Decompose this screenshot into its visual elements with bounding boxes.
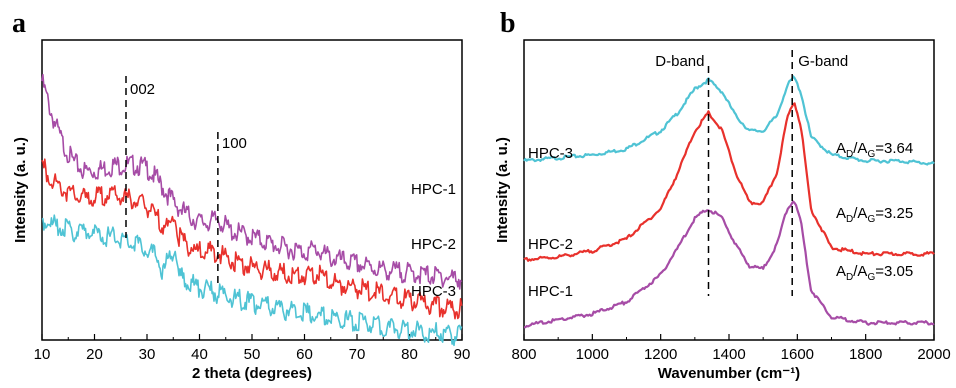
ratio-label-part: =3.64: [875, 140, 913, 157]
y-axis-title-b: Intensity (a. u.): [494, 137, 511, 243]
plot-frame-b: [523, 39, 935, 341]
ratio-label-part: /A: [853, 263, 867, 280]
ratio-label-part: A: [836, 263, 846, 280]
annotation-label-002: 002: [130, 81, 155, 98]
x-tick-label-b: 1400: [712, 346, 745, 363]
x-axis-title-b: Wavenumber (cm⁻¹): [658, 365, 800, 382]
series-line-hpc-3: [41, 214, 463, 347]
x-tick-label-a: 60: [296, 346, 313, 363]
ratio-label-hpc-2: AD/AG=3.25: [836, 205, 913, 225]
x-tick-label-a: 90: [454, 346, 471, 363]
ratio-label-part: =3.25: [875, 205, 913, 222]
ratio-label-part: G: [867, 272, 875, 283]
annotation-label-100: 100: [222, 135, 247, 152]
panel-letter-b: b: [500, 8, 516, 39]
ratio-label-hpc-3: AD/AG=3.64: [836, 140, 913, 160]
y-axis-title-a: Intensity (a. u.): [12, 137, 29, 243]
ratio-label-hpc-1: AD/AG=3.05: [836, 263, 913, 283]
x-tick-label-b: 800: [511, 346, 536, 363]
x-tick-label-b: 1200: [644, 346, 677, 363]
series-label-hpc-3: HPC-3: [528, 145, 573, 162]
x-tick-label-b: 1000: [576, 346, 609, 363]
ratio-label-part: /A: [853, 205, 867, 222]
annotation-label-g-band: G-band: [798, 53, 848, 70]
x-tick-label-b: 2000: [917, 346, 950, 363]
x-tick-label-a: 20: [86, 346, 103, 363]
series-line-hpc-2: [41, 158, 463, 320]
ratio-label-part: /A: [853, 140, 867, 157]
series-line-hpc-3: [523, 75, 935, 166]
ratio-label-part: A: [836, 140, 846, 157]
chart-panel-b: 800 1000 1200 1400 1600 1800 2000 Wavenumber (c…: [494, 39, 951, 382]
series-line-hpc-1: [524, 200, 935, 329]
x-tick-label-a: 10: [34, 346, 51, 363]
x-axis-title-a: 2 theta (degrees): [192, 365, 312, 382]
ratio-label-part: =3.05: [875, 263, 913, 280]
series-label-hpc-1: HPC-1: [528, 283, 573, 300]
x-tick-label-a: 70: [349, 346, 366, 363]
series-label-hpc-3: HPC-3: [411, 283, 456, 300]
ratio-label-part: D: [846, 214, 853, 225]
ratio-label-part: G: [867, 149, 875, 160]
ratio-label-part: G: [867, 214, 875, 225]
x-tick-label-b: 1800: [849, 346, 882, 363]
x-tick-label-b: 1600: [781, 346, 814, 363]
x-tick-label-a: 50: [244, 346, 261, 363]
x-tick-label-a: 80: [401, 346, 418, 363]
series-label-hpc-1: HPC-1: [411, 181, 456, 198]
chart-panel-a: 10 20 30 40 50 60 70 80 90 2 theta (degrees) Inten…: [12, 39, 471, 382]
series-line-hpc-1: [41, 73, 463, 290]
x-tick-label-a: 40: [191, 346, 208, 363]
ratio-label-part: D: [846, 149, 853, 160]
series-line-hpc-2: [523, 102, 935, 262]
ratio-label-part: D: [846, 272, 853, 283]
series-label-hpc-2: HPC-2: [411, 236, 456, 253]
annotation-label-d-band: D-band: [655, 53, 704, 70]
ratio-label-part: A: [836, 205, 846, 222]
x-tick-label-a: 30: [139, 346, 156, 363]
series-label-hpc-2: HPC-2: [528, 236, 573, 253]
panel-letter-a: a: [12, 8, 26, 39]
